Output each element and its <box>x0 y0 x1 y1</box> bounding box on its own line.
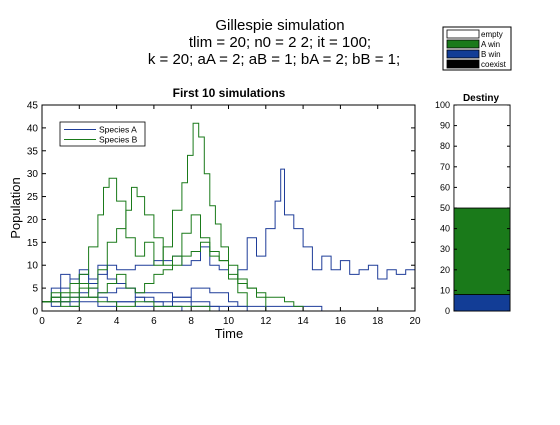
legend-label-empty: empty <box>481 30 503 39</box>
destiny-y-tick-label: 30 <box>440 244 450 254</box>
destiny-y-tick-label: 100 <box>435 100 450 110</box>
x-axis-label: Time <box>215 326 243 341</box>
legend-swatch-coexist <box>446 59 480 69</box>
x-axis-ticks: 0 2 4 6 8 10 12 14 16 18 20 <box>39 105 421 327</box>
y-axis-ticks: 0 5 10 15 20 25 30 35 40 45 <box>27 101 415 318</box>
figure-title: Gillespie simulation tlim = 20; n0 = 2 2… <box>148 17 400 68</box>
y-tick-label: 40 <box>27 123 39 134</box>
x-tick-label: 18 <box>372 316 384 327</box>
destiny-y-tick-label: 50 <box>440 203 450 213</box>
y-tick-label: 5 <box>32 284 38 295</box>
y-tick-label: 10 <box>27 261 39 272</box>
destiny-y-tick-label: 0 <box>445 306 450 316</box>
x-tick-label: 14 <box>298 316 310 327</box>
figure-title-line-2: tlim = 20; n0 = 2 2; it = 100; <box>189 34 371 51</box>
simulation-chart: First 10 simulations 0 2 4 6 8 10 12 14 16 18 20 0… <box>8 86 421 341</box>
simulation-lines <box>42 122 416 312</box>
destiny-legend: empty A win B win coexist <box>442 26 512 71</box>
y-tick-label: 35 <box>27 146 39 157</box>
x-tick-label: 0 <box>39 316 45 327</box>
destiny-bar-b-win <box>453 294 511 312</box>
y-tick-label: 30 <box>27 169 39 180</box>
simulation-chart-title: First 10 simulations <box>173 86 286 100</box>
y-tick-label: 0 <box>32 307 38 318</box>
legend-swatch-empty <box>446 29 480 39</box>
species-legend-box <box>59 121 146 147</box>
x-tick-label: 16 <box>335 316 347 327</box>
destiny-y-tick-label: 70 <box>440 162 450 172</box>
x-tick-label: 20 <box>409 316 421 327</box>
destiny-bar-a-win <box>453 207 511 295</box>
destiny-y-tick-label: 10 <box>440 285 450 295</box>
legend-label-b-win: B win <box>481 50 501 59</box>
legend-swatch-a-win <box>446 39 480 49</box>
destiny-y-tick-label: 60 <box>440 182 450 192</box>
destiny-y-axis-ticks: 0 10 20 30 40 50 60 70 80 90 100 <box>435 100 510 316</box>
legend-swatch-b-win <box>446 49 480 59</box>
x-tick-label: 8 <box>188 316 194 327</box>
destiny-y-tick-label: 20 <box>440 265 450 275</box>
series-species-b-trajectory-3 <box>42 241 304 311</box>
y-tick-label: 25 <box>27 192 39 203</box>
destiny-chart: Destiny 0 10 20 30 40 50 60 70 80 90 100 <box>435 93 511 316</box>
species-legend: Species A Species B <box>59 121 146 147</box>
destiny-bar-empty <box>453 104 511 209</box>
series-species-a-trajectory-1 <box>42 168 416 303</box>
series-species-a-trajectory-4 <box>42 287 220 311</box>
y-tick-label: 20 <box>27 215 39 226</box>
x-tick-label: 4 <box>114 316 120 327</box>
figure-title-line-3: k = 20; aA = 2; aB = 1; bA = 2; bB = 1; <box>148 51 400 68</box>
y-axis-label: Population <box>8 177 23 238</box>
x-tick-label: 10 <box>223 316 235 327</box>
x-tick-label: 12 <box>260 316 272 327</box>
x-tick-label: 2 <box>77 316 83 327</box>
x-tick-label: 6 <box>151 316 157 327</box>
destiny-y-tick-label: 80 <box>440 141 450 151</box>
destiny-y-tick-label: 40 <box>440 224 450 234</box>
series-species-b-trajectory-4 <box>42 296 229 312</box>
series-species-a-trajectory-3 <box>42 287 248 311</box>
figure-title-line-1: Gillespie simulation <box>215 17 344 34</box>
legend-label-a-win: A win <box>481 40 500 49</box>
legend-label-species-a: Species A <box>99 125 137 135</box>
legend-label-species-b: Species B <box>99 135 138 145</box>
y-tick-label: 15 <box>27 238 39 249</box>
destiny-y-tick-label: 90 <box>440 121 450 131</box>
destiny-bars <box>453 104 511 312</box>
destiny-chart-title: Destiny <box>463 93 500 104</box>
series-species-a-trajectory-2 <box>42 264 192 312</box>
legend-label-coexist: coexist <box>481 60 507 69</box>
y-tick-label: 45 <box>27 101 39 112</box>
